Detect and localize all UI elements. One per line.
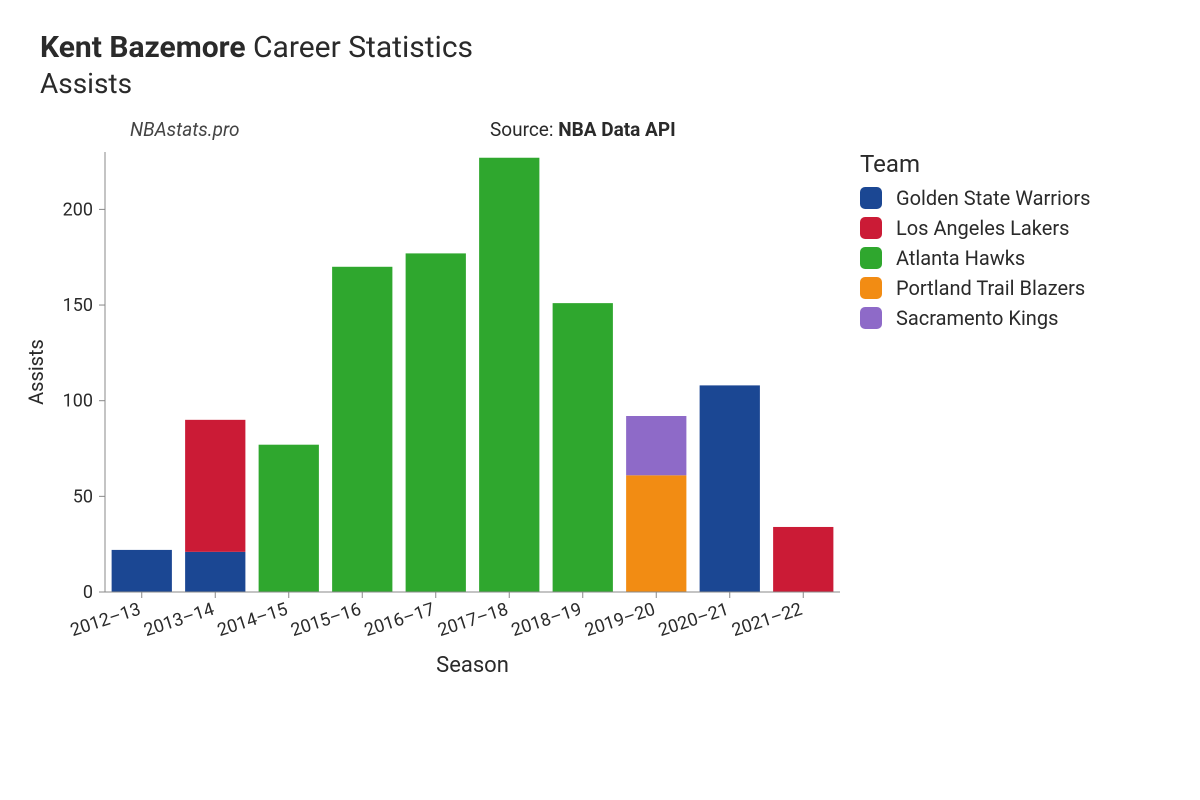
y-tick-label: 200 xyxy=(63,199,93,220)
y-axis-title: Assists xyxy=(24,339,48,405)
bar-segment xyxy=(479,158,539,592)
legend-label: Golden State Warriors xyxy=(896,186,1090,210)
legend-title: Team xyxy=(860,150,1090,178)
bar-segment xyxy=(626,475,686,592)
x-tick-label: 2021–22 xyxy=(729,599,804,641)
y-tick-label: 0 xyxy=(83,582,93,603)
legend-item: Los Angeles Lakers xyxy=(860,216,1090,240)
x-tick-label: 2012–13 xyxy=(68,599,143,641)
x-tick-label: 2016–17 xyxy=(362,599,437,641)
y-tick-label: 150 xyxy=(63,295,93,316)
x-tick-label: 2015–16 xyxy=(288,599,363,641)
plot-svg: 0501001502002012–132013–142014–152015–16… xyxy=(105,152,840,592)
legend-swatch xyxy=(860,217,882,239)
legend-swatch xyxy=(860,307,882,329)
legend: Team Golden State Warriors Los Angeles La… xyxy=(860,150,1090,336)
chart-subtitle: Assists xyxy=(40,67,1160,100)
x-tick-label: 2018–19 xyxy=(509,599,584,641)
legend-label: Los Angeles Lakers xyxy=(896,216,1069,240)
x-tick-label: 2019–20 xyxy=(582,599,657,641)
title-rest: Career Statistics xyxy=(253,30,473,65)
legend-label: Atlanta Hawks xyxy=(896,246,1025,270)
legend-swatch xyxy=(860,247,882,269)
site-credit: NBAstats.pro xyxy=(130,118,240,141)
bar-segment xyxy=(406,253,466,592)
bar-segment xyxy=(773,527,833,592)
y-tick-label: 100 xyxy=(63,391,93,412)
legend-label: Portland Trail Blazers xyxy=(896,276,1085,300)
legend-swatch xyxy=(860,277,882,299)
legend-item: Sacramento Kings xyxy=(860,306,1090,330)
x-axis-title: Season xyxy=(436,653,509,678)
source-prefix: Source: xyxy=(490,118,558,141)
chart-container: Kent Bazemore Career Statistics Assists … xyxy=(0,0,1200,800)
plot-region: 0501001502002012–132013–142014–152015–16… xyxy=(105,152,840,592)
legend-item: Portland Trail Blazers xyxy=(860,276,1090,300)
bar-segment xyxy=(553,303,613,592)
bar-segment xyxy=(700,385,760,592)
x-tick-label: 2013–14 xyxy=(141,599,216,641)
source-credit: Source: NBA Data API xyxy=(490,118,676,141)
bar-segment xyxy=(112,550,172,592)
source-name: NBA Data API xyxy=(558,118,675,141)
bar-segment xyxy=(185,420,245,552)
x-tick-label: 2020–21 xyxy=(656,599,731,641)
bar-segment xyxy=(332,267,392,592)
x-tick-label: 2017–18 xyxy=(435,599,510,641)
chart-title: Kent Bazemore Career Statistics xyxy=(40,30,1160,65)
legend-item: Golden State Warriors xyxy=(860,186,1090,210)
bar-segment xyxy=(626,416,686,475)
title-player: Kent Bazemore xyxy=(40,30,246,65)
attribution-row: NBAstats.pro Source: NBA Data API xyxy=(40,118,1160,146)
bar-segment xyxy=(259,445,319,592)
legend-swatch xyxy=(860,187,882,209)
y-tick-label: 50 xyxy=(73,486,93,507)
legend-items: Golden State Warriors Los Angeles Lakers A… xyxy=(860,186,1090,330)
legend-label: Sacramento Kings xyxy=(896,306,1058,330)
title-block: Kent Bazemore Career Statistics Assists xyxy=(40,30,1160,100)
bar-segment xyxy=(185,552,245,592)
legend-item: Atlanta Hawks xyxy=(860,246,1090,270)
x-tick-label: 2014–15 xyxy=(215,599,290,641)
